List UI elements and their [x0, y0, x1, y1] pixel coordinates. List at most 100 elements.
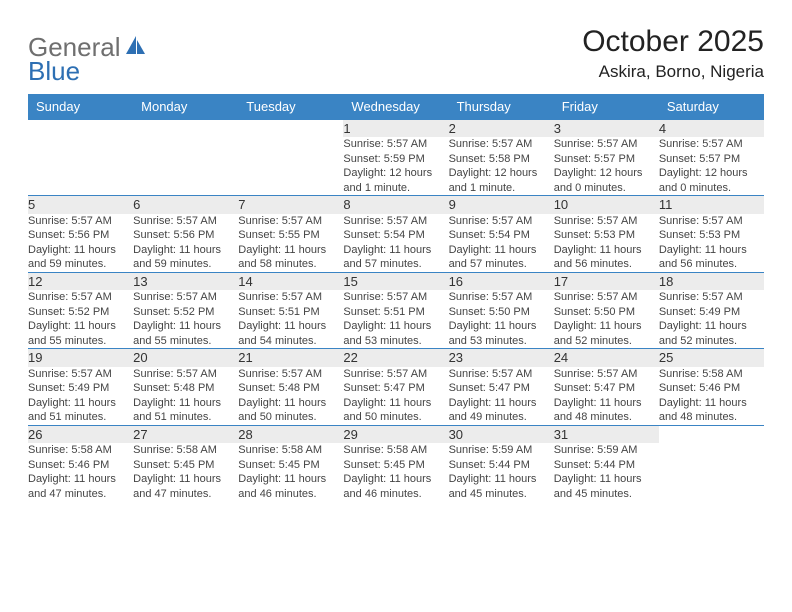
- day-number-cell: 17: [554, 273, 659, 291]
- day-number-cell: 22: [343, 349, 448, 367]
- sunset: Sunset: 5:47 PM: [343, 381, 448, 396]
- day-info-cell: Sunrise: 5:57 AMSunset: 5:56 PMDaylight:…: [28, 214, 133, 273]
- daylight-line1: Daylight: 12 hours: [343, 166, 448, 181]
- sunset: Sunset: 5:48 PM: [238, 381, 343, 396]
- sunrise: Sunrise: 5:57 AM: [554, 214, 659, 229]
- day-number-cell: 21: [238, 349, 343, 367]
- daylight-line2: and 50 minutes.: [343, 410, 448, 425]
- day-number: 31: [554, 427, 568, 442]
- day-number-cell: 13: [133, 273, 238, 291]
- sunset: Sunset: 5:51 PM: [238, 305, 343, 320]
- daylight-line2: and 47 minutes.: [28, 487, 133, 502]
- day-info-cell: [133, 137, 238, 196]
- daylight-line1: Daylight: 11 hours: [28, 396, 133, 411]
- daylight-line1: Daylight: 11 hours: [449, 396, 554, 411]
- sunset: Sunset: 5:47 PM: [554, 381, 659, 396]
- daylight-line1: Daylight: 12 hours: [554, 166, 659, 181]
- day-number: 24: [554, 350, 568, 365]
- daylight-line1: Daylight: 11 hours: [28, 472, 133, 487]
- day-number: 6: [133, 197, 140, 212]
- day-number-cell: 31: [554, 426, 659, 444]
- day-info-cell: Sunrise: 5:57 AMSunset: 5:58 PMDaylight:…: [449, 137, 554, 196]
- daylight-line1: Daylight: 11 hours: [659, 319, 764, 334]
- day-number-cell: 23: [449, 349, 554, 367]
- day-number: 16: [449, 274, 463, 289]
- daylight-line2: and 57 minutes.: [449, 257, 554, 272]
- daylight-line2: and 1 minute.: [449, 181, 554, 196]
- day-info-cell: Sunrise: 5:57 AMSunset: 5:48 PMDaylight:…: [133, 367, 238, 426]
- sunrise: Sunrise: 5:57 AM: [449, 137, 554, 152]
- sunset: Sunset: 5:51 PM: [343, 305, 448, 320]
- daylight-line2: and 45 minutes.: [554, 487, 659, 502]
- day-info-cell: Sunrise: 5:57 AMSunset: 5:52 PMDaylight:…: [133, 290, 238, 349]
- daylight-line1: Daylight: 11 hours: [238, 396, 343, 411]
- daylight-line2: and 51 minutes.: [133, 410, 238, 425]
- sunrise: Sunrise: 5:58 AM: [659, 367, 764, 382]
- sunrise: Sunrise: 5:57 AM: [28, 214, 133, 229]
- day-info-cell: Sunrise: 5:58 AMSunset: 5:46 PMDaylight:…: [659, 367, 764, 426]
- sunset: Sunset: 5:45 PM: [343, 458, 448, 473]
- daylight-line1: Daylight: 11 hours: [28, 319, 133, 334]
- day-info-cell: Sunrise: 5:59 AMSunset: 5:44 PMDaylight:…: [554, 443, 659, 501]
- day-number-cell: 10: [554, 196, 659, 214]
- sunrise: Sunrise: 5:59 AM: [554, 443, 659, 458]
- sunset: Sunset: 5:58 PM: [449, 152, 554, 167]
- daylight-line2: and 56 minutes.: [554, 257, 659, 272]
- daylight-line2: and 57 minutes.: [343, 257, 448, 272]
- sunrise: Sunrise: 5:57 AM: [554, 367, 659, 382]
- sunrise: Sunrise: 5:57 AM: [343, 214, 448, 229]
- daylight-line2: and 46 minutes.: [238, 487, 343, 502]
- day-number: 19: [28, 350, 42, 365]
- weekday-header: Saturday: [659, 94, 764, 120]
- day-number: 10: [554, 197, 568, 212]
- daylight-line1: Daylight: 11 hours: [554, 319, 659, 334]
- daylight-line1: Daylight: 11 hours: [554, 396, 659, 411]
- sunrise: Sunrise: 5:57 AM: [554, 290, 659, 305]
- day-info-cell: Sunrise: 5:57 AMSunset: 5:50 PMDaylight:…: [449, 290, 554, 349]
- day-number: 26: [28, 427, 42, 442]
- daylight-line2: and 1 minute.: [343, 181, 448, 196]
- day-number-cell: [133, 120, 238, 138]
- daylight-line2: and 52 minutes.: [554, 334, 659, 349]
- daylight-line1: Daylight: 11 hours: [133, 396, 238, 411]
- sunrise: Sunrise: 5:57 AM: [659, 214, 764, 229]
- sunrise: Sunrise: 5:57 AM: [659, 290, 764, 305]
- sunrise: Sunrise: 5:57 AM: [659, 137, 764, 152]
- day-number: 18: [659, 274, 673, 289]
- day-info-cell: Sunrise: 5:58 AMSunset: 5:45 PMDaylight:…: [133, 443, 238, 501]
- sunset: Sunset: 5:50 PM: [554, 305, 659, 320]
- day-number-cell: 7: [238, 196, 343, 214]
- sunrise: Sunrise: 5:58 AM: [133, 443, 238, 458]
- sunset: Sunset: 5:53 PM: [659, 228, 764, 243]
- daylight-line1: Daylight: 11 hours: [659, 243, 764, 258]
- sunset: Sunset: 5:59 PM: [343, 152, 448, 167]
- day-number-cell: [28, 120, 133, 138]
- daylight-line2: and 0 minutes.: [554, 181, 659, 196]
- sunrise: Sunrise: 5:57 AM: [343, 290, 448, 305]
- day-info-cell: Sunrise: 5:57 AMSunset: 5:53 PMDaylight:…: [554, 214, 659, 273]
- day-number-cell: 1: [343, 120, 448, 138]
- day-number-cell: 26: [28, 426, 133, 444]
- sunrise: Sunrise: 5:57 AM: [554, 137, 659, 152]
- day-number-cell: [659, 426, 764, 444]
- day-info-cell: Sunrise: 5:57 AMSunset: 5:51 PMDaylight:…: [343, 290, 448, 349]
- day-number-cell: 16: [449, 273, 554, 291]
- sunset: Sunset: 5:50 PM: [449, 305, 554, 320]
- day-info-cell: Sunrise: 5:57 AMSunset: 5:52 PMDaylight:…: [28, 290, 133, 349]
- day-number-cell: 6: [133, 196, 238, 214]
- day-number-cell: 28: [238, 426, 343, 444]
- day-info-cell: Sunrise: 5:57 AMSunset: 5:55 PMDaylight:…: [238, 214, 343, 273]
- daylight-line2: and 51 minutes.: [28, 410, 133, 425]
- day-number: 15: [343, 274, 357, 289]
- day-number: 5: [28, 197, 35, 212]
- sunrise: Sunrise: 5:57 AM: [343, 137, 448, 152]
- day-number: 13: [133, 274, 147, 289]
- day-info-cell: Sunrise: 5:57 AMSunset: 5:59 PMDaylight:…: [343, 137, 448, 196]
- sunset: Sunset: 5:54 PM: [449, 228, 554, 243]
- day-number: 28: [238, 427, 252, 442]
- daylight-line1: Daylight: 11 hours: [449, 319, 554, 334]
- day-info-cell: Sunrise: 5:57 AMSunset: 5:50 PMDaylight:…: [554, 290, 659, 349]
- day-number-cell: 8: [343, 196, 448, 214]
- sunrise: Sunrise: 5:58 AM: [28, 443, 133, 458]
- sunset: Sunset: 5:46 PM: [659, 381, 764, 396]
